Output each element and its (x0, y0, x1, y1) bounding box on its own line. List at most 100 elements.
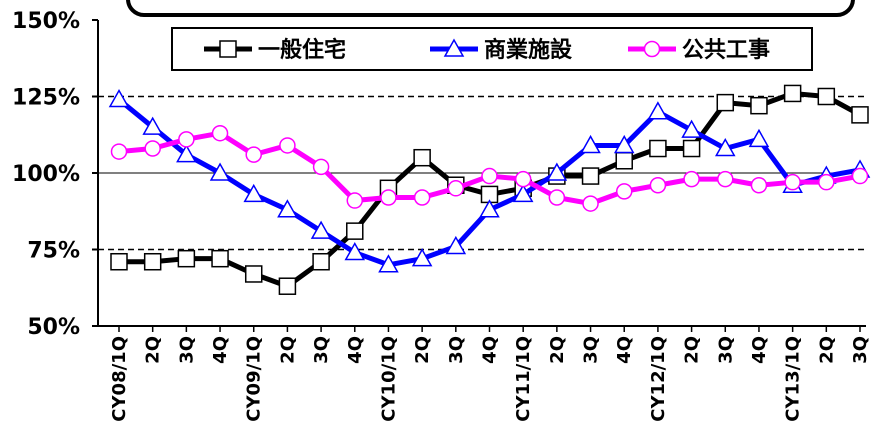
x-tick-label: 4Q (345, 336, 366, 364)
data-point (279, 137, 296, 154)
data-point (178, 131, 195, 148)
legend-label: 商業施設 (484, 37, 573, 63)
data-point (580, 134, 601, 154)
x-tick-label: 4Q (749, 336, 770, 364)
data-point (211, 249, 229, 268)
legend-item-2: 商業施設 (430, 37, 573, 63)
x-tick-label: CY09/1Q (244, 336, 265, 422)
x-tick-label: 2Q (547, 336, 568, 364)
data-point (818, 173, 835, 191)
x-tick-label: 3Q (581, 336, 602, 364)
data-point (244, 265, 263, 283)
data-point (176, 144, 197, 163)
data-point (445, 235, 467, 255)
legend-label: 一般住宅 (258, 37, 346, 63)
legend-label: 公共工事 (682, 37, 770, 63)
y-tick-label: 75% (27, 239, 80, 264)
data-point (413, 189, 431, 206)
legend-item-3: 公共工事 (628, 37, 770, 63)
x-tick-label: 3Q (850, 336, 871, 364)
data-point (413, 148, 431, 167)
data-point (411, 248, 433, 267)
data-point (683, 170, 700, 188)
data-point (245, 146, 262, 163)
data-point (615, 152, 633, 170)
axes: 50% 75% 100% 125% 150% CY08/1Q 2Q 3Q 4Q CY09/1Q 2Q… (12, 9, 871, 422)
data-point (512, 183, 534, 203)
data-point (748, 128, 770, 148)
data-point (346, 192, 364, 209)
x-tick-label: CY10/1Q (378, 336, 399, 422)
title-callout-box (126, 0, 855, 17)
series-group (108, 84, 871, 295)
data-point (380, 189, 397, 206)
x-tick-label: CY11/1Q (513, 336, 534, 422)
data-point (143, 252, 162, 271)
legend-item-1: 一般住宅 (204, 37, 346, 63)
data-point (581, 167, 600, 185)
legend: 一般住宅 商業施設 公共工事 (171, 27, 813, 71)
data-point (144, 140, 161, 157)
data-point (243, 183, 265, 203)
x-tick-label: 2Q (682, 336, 703, 364)
data-point (851, 106, 869, 124)
data-point (682, 139, 701, 158)
data-point (750, 96, 768, 115)
y-tick-label: 50% (27, 315, 80, 340)
data-point (582, 195, 599, 212)
data-point (278, 277, 297, 295)
legend-box (171, 27, 813, 71)
data-point (514, 170, 532, 188)
series-3 (110, 124, 869, 212)
x-tick-label: 3Q (311, 336, 332, 364)
data-point (615, 183, 633, 200)
data-point (784, 173, 801, 191)
data-point (447, 180, 465, 197)
data-point (613, 134, 635, 154)
data-point (643, 40, 661, 58)
x-tick-label: 2Q (143, 336, 164, 364)
data-point (546, 162, 568, 181)
x-tick-label: 3Q (715, 336, 736, 364)
data-point (142, 116, 163, 135)
x-tick-label: 2Q (816, 336, 837, 364)
data-point (647, 101, 669, 120)
data-point (344, 242, 366, 261)
data-point (851, 167, 869, 185)
data-point (378, 254, 399, 273)
x-tick-label: 3Q (176, 336, 197, 364)
data-point (346, 222, 364, 240)
x-tick-label: 3Q (446, 336, 467, 364)
data-point (783, 84, 802, 103)
data-point (717, 170, 734, 188)
data-point (219, 40, 237, 58)
data-point (817, 87, 836, 106)
data-point (312, 252, 330, 271)
data-point (443, 38, 465, 57)
data-point (110, 143, 128, 160)
y-tick-label: 100% (12, 162, 80, 187)
data-point (312, 158, 330, 176)
data-point (649, 176, 667, 194)
x-tick-label: 4Q (614, 336, 635, 364)
data-point (481, 167, 498, 185)
data-point (177, 249, 196, 268)
data-point (681, 119, 702, 138)
x-tick-label: 2Q (277, 336, 298, 364)
data-point (649, 139, 667, 158)
data-point (108, 89, 130, 108)
x-tick-label: 2Q (412, 336, 433, 364)
y-tick-label: 125% (12, 86, 80, 111)
x-tick-label: CY13/1Q (783, 336, 804, 422)
y-tick-label: 150% (12, 9, 80, 34)
data-point (479, 199, 500, 218)
data-point (110, 252, 128, 271)
data-point (211, 124, 229, 142)
data-point (714, 137, 736, 157)
data-point (750, 176, 768, 194)
x-tick-label: CY08/1Q (109, 336, 130, 422)
data-point (277, 199, 298, 218)
x-tick-label: 4Q (480, 336, 501, 364)
